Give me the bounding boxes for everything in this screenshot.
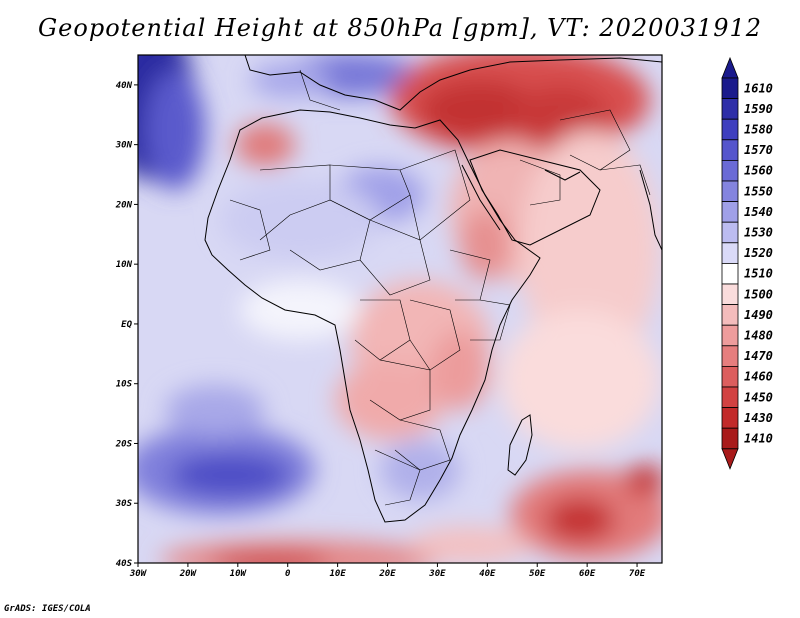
colorbar-label: 1470 (744, 349, 773, 363)
colorbar-swatch (721, 201, 739, 223)
arabia-coastline (469, 149, 601, 246)
colorbar-label: 1430 (744, 411, 773, 425)
colorbar-swatch (721, 407, 739, 429)
lat-tick-label: 20N (115, 200, 133, 210)
colorbar-label: 1540 (744, 205, 773, 219)
colorbar-swatch (721, 139, 739, 161)
colorbar-label: 1580 (744, 123, 773, 137)
colorbar-label: 1550 (744, 184, 773, 198)
lon-tick-label: 60E (579, 569, 596, 579)
lat-tick-label: EQ (121, 320, 132, 330)
colorbar-label: 1530 (744, 226, 773, 240)
red-sea (461, 164, 501, 231)
lat-tick-label: 10N (116, 260, 133, 270)
colorbar-swatch (721, 386, 739, 409)
persian-gulf (544, 169, 581, 181)
lat-tick-label: 30N (115, 141, 133, 151)
colorbar-bottom-arrow (721, 448, 739, 470)
longitude-axis: 30W 20W 10W 0 10E 20E 30E 40E 50E 60E 70E (129, 563, 646, 579)
lat-tick-label: 20S (115, 439, 133, 449)
colorbar-label: 1450 (744, 390, 773, 404)
colorbar-swatch (721, 427, 739, 450)
colorbar-label: 1500 (744, 287, 773, 301)
colorbar-swatch (721, 262, 739, 285)
colorbar-swatch (721, 365, 739, 388)
lon-tick-label: 10W (230, 569, 248, 579)
colorbar-swatch (721, 345, 739, 367)
coastlines (204, 55, 662, 523)
lon-tick-label: 20W (179, 569, 198, 579)
colorbar-swatch (721, 159, 739, 182)
plot-frame (137, 54, 663, 564)
colorbar-label: 1490 (744, 308, 773, 322)
chart-title: Geopotential Height at 850hPa [gpm], VT:… (38, 14, 762, 42)
colorbar-label: 1570 (744, 143, 773, 157)
country-borders (229, 69, 651, 506)
colorbar-label: 1520 (744, 246, 773, 260)
colorbar-label: 1560 (744, 164, 773, 178)
colorbar-swatch (721, 324, 739, 347)
colorbar-label: 1610 (744, 81, 773, 95)
lon-tick-label: 50E (529, 569, 546, 579)
lat-tick-label: 10S (116, 380, 133, 390)
lon-tick-label: 0 (285, 569, 291, 579)
colorbar-label: 1480 (744, 329, 773, 343)
lat-tick-label: 40S (116, 559, 133, 569)
colorbar-swatch (721, 77, 739, 100)
colorbar-label: 1410 (744, 432, 773, 446)
colorbar-label: 1510 (744, 267, 773, 281)
lon-tick-label: 10E (329, 569, 346, 579)
colorbar-label: 1460 (744, 370, 773, 384)
latitude-axis: 40N 30N 20N 10N EQ 10S 20S 30S 40S (115, 81, 138, 569)
colorbar-swatch (721, 98, 739, 120)
europe-coastline (244, 55, 662, 111)
madagascar-coastline (507, 414, 533, 476)
lon-tick-label: 20E (378, 569, 396, 579)
credit-label: GrADS: IGES/COLA (4, 604, 91, 614)
colorbar-swatch (721, 283, 739, 306)
lon-tick-label: 40E (479, 569, 496, 579)
africa-coastline (204, 109, 541, 523)
lat-tick-label: 30S (115, 499, 133, 509)
lat-tick-label: 40N (116, 81, 133, 91)
colorbar-swatch (721, 304, 739, 326)
lon-tick-label: 30E (428, 569, 446, 579)
colorbar-swatch (721, 221, 739, 244)
colorbar-swatch (721, 180, 739, 203)
colorbar: 1610 1590 1580 1570 1560 1550 1540 1530 1520 1510… (721, 56, 773, 470)
colorbar-top-arrow (721, 56, 739, 79)
colorbar-label: 1590 (744, 102, 773, 116)
colorbar-swatch (721, 118, 739, 141)
india-coastline (639, 169, 662, 251)
colorbar-swatch (721, 242, 739, 264)
lon-tick-label: 70E (629, 569, 646, 579)
lon-tick-label: 30W (129, 569, 148, 579)
